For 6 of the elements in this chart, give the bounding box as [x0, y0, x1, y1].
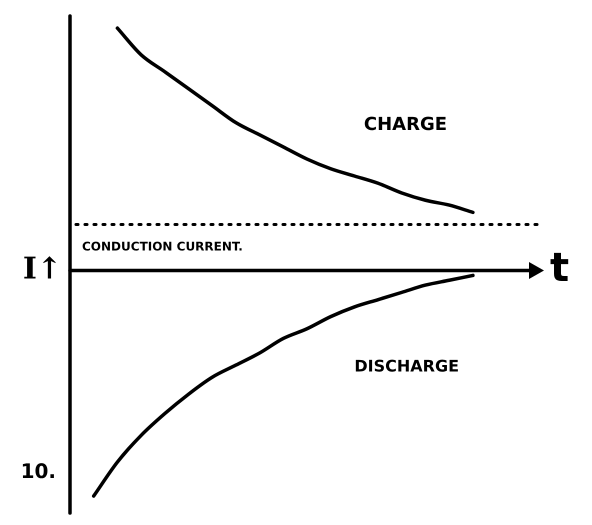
annotation: CHARGE — [364, 114, 448, 135]
y-axis-title: I↑ — [22, 251, 62, 286]
ref-line-label: CONDUCTION CURRENT. — [82, 240, 243, 254]
annotation: DISCHARGE — [354, 356, 460, 376]
text: 10. — [20, 459, 56, 484]
x-axis-title: t — [550, 244, 570, 291]
